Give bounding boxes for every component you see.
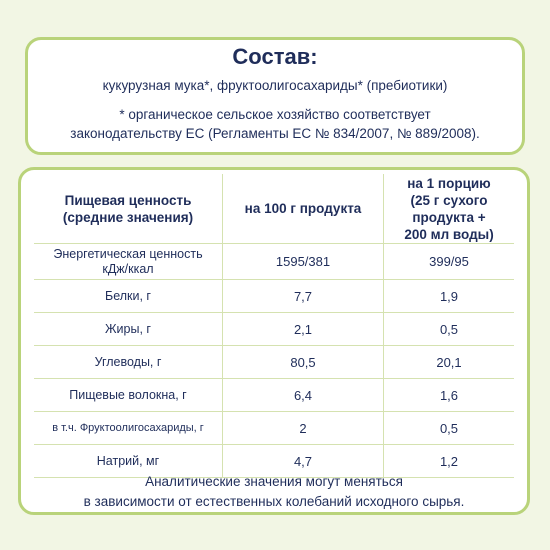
analytical-values-note: Аналитические значения могут меняться в … xyxy=(21,472,527,512)
table-row: Белки, г 7,7 1,9 xyxy=(34,279,514,313)
table-row: Энергетическая ценность кДж/ккал 1595/38… xyxy=(34,243,514,280)
value-per-100g: 7,7 xyxy=(222,279,384,313)
table-row: Натрий, мг 4,7 1,2 xyxy=(34,444,514,478)
row-label: Жиры, г xyxy=(34,312,223,346)
value-per-100g: 2 xyxy=(222,411,384,445)
header-per-100g: на 100 г продукта xyxy=(222,174,384,244)
value-per-100g: 6,4 xyxy=(222,378,384,412)
header-label-line1: Пищевая ценность xyxy=(64,192,192,208)
row-label: Пищевые волокна, г xyxy=(34,378,223,412)
header-per-portion: на 1 порцию (25 г сухого продукта + 200 … xyxy=(383,174,514,244)
value-per-portion: 1,9 xyxy=(383,279,514,313)
value-per-portion: 0,5 xyxy=(383,411,514,445)
value-per-portion: 399/95 xyxy=(383,243,514,280)
value-per-portion: 1,2 xyxy=(383,444,514,478)
value-per-100g: 80,5 xyxy=(222,345,384,379)
header-nutritional-value: Пищевая ценность (средние значения) xyxy=(34,174,223,244)
table-row: Жиры, г 2,1 0,5 xyxy=(34,312,514,346)
nutrition-panel: Пищевая ценность (средние значения) на 1… xyxy=(18,167,530,515)
table-row: Пищевые волокна, г 6,4 1,6 xyxy=(34,378,514,412)
composition-panel: Состав: кукурузная мука*, фруктоолигосах… xyxy=(25,37,525,155)
header-portion-line4: 200 мл воды) xyxy=(404,226,494,242)
value-per-100g: 2,1 xyxy=(222,312,384,346)
table-header-row: Пищевая ценность (средние значения) на 1… xyxy=(34,174,514,244)
row-label: Натрий, мг xyxy=(34,444,223,478)
composition-note-line2: законодательству ЕС (Регламенты ЕС № 834… xyxy=(70,126,480,141)
table-row: Углеводы, г 80,5 20,1 xyxy=(34,345,514,379)
value-per-portion: 0,5 xyxy=(383,312,514,346)
composition-note-line1: * органическое сельское хозяйство соотве… xyxy=(119,107,431,122)
header-portion-line1: на 1 порцию xyxy=(407,175,491,191)
row-label-energy-line2: кДж/ккал xyxy=(102,261,154,276)
header-portion-line3: продукта + xyxy=(412,209,486,225)
row-label-energy: Энергетическая ценность кДж/ккал xyxy=(34,243,223,280)
nutrition-table: Пищевая ценность (средние значения) на 1… xyxy=(34,174,514,478)
composition-title: Состав: xyxy=(232,44,318,69)
footnote-line1: Аналитические значения могут меняться xyxy=(145,474,403,489)
row-label: Белки, г xyxy=(34,279,223,313)
header-portion-line2: (25 г сухого xyxy=(410,192,488,208)
value-per-portion: 20,1 xyxy=(383,345,514,379)
value-per-100g: 1595/381 xyxy=(222,243,384,280)
composition-note: * органическое сельское хозяйство соотве… xyxy=(28,105,522,143)
table-row: в т.ч. Фруктоолигосахариды, г 2 0,5 xyxy=(34,411,514,445)
footnote-line2: в зависимости от естественных колебаний … xyxy=(83,494,465,509)
row-label-energy-line1: Энергетическая ценность xyxy=(53,246,203,261)
header-label-line2: (средние значения) xyxy=(62,209,194,225)
row-label: Углеводы, г xyxy=(34,345,223,379)
value-per-100g: 4,7 xyxy=(222,444,384,478)
value-per-portion: 1,6 xyxy=(383,378,514,412)
row-label: в т.ч. Фруктоолигосахариды, г xyxy=(34,411,223,445)
composition-ingredients: кукурузная мука*, фруктоолигосахариды* (… xyxy=(102,78,448,93)
